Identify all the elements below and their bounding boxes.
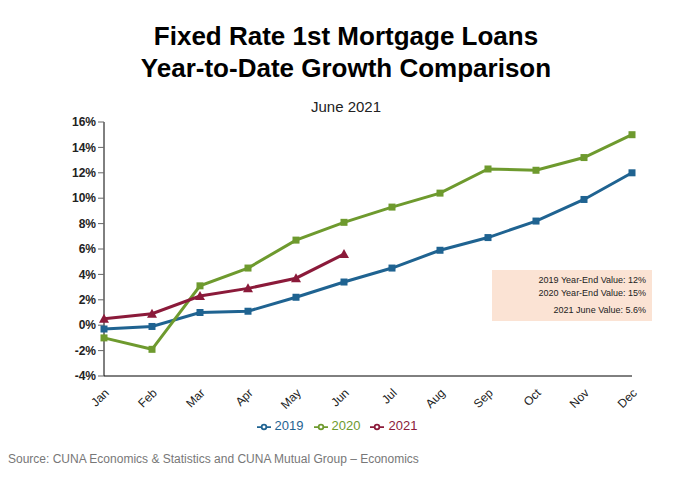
svg-text:16%: 16% bbox=[72, 115, 96, 129]
svg-text:2%: 2% bbox=[79, 293, 97, 307]
svg-text:Feb: Feb bbox=[135, 386, 160, 411]
svg-text:-4%: -4% bbox=[75, 369, 97, 383]
svg-text:Mar: Mar bbox=[183, 386, 208, 411]
svg-text:12%: 12% bbox=[72, 166, 96, 180]
svg-text:6%: 6% bbox=[79, 242, 97, 256]
svg-text:10%: 10% bbox=[72, 191, 96, 205]
html-text:June 2021: June 2021 bbox=[311, 98, 381, 115]
html-text:2020: 2020 bbox=[331, 418, 361, 433]
html-text:Fixed Rate 1st Mortgage Loans: Fixed Rate 1st Mortgage Loans bbox=[153, 21, 539, 51]
html-text:2019: 2019 bbox=[274, 418, 304, 433]
html-text:2019 Year-End Value: 12%: 2019 Year-End Value: 12% bbox=[538, 275, 646, 285]
svg-text:0%: 0% bbox=[79, 318, 97, 332]
html-text:2020 Year-End Value: 15%: 2020 Year-End Value: 15% bbox=[538, 288, 646, 298]
svg-text:Jun: Jun bbox=[328, 386, 352, 410]
svg-text:4%: 4% bbox=[79, 268, 97, 282]
svg-text:Jan: Jan bbox=[88, 386, 112, 410]
svg-text:Aug: Aug bbox=[423, 386, 448, 411]
svg-text:Nov: Nov bbox=[567, 386, 592, 411]
svg-text:14%: 14% bbox=[72, 141, 96, 155]
svg-text:8%: 8% bbox=[79, 217, 97, 231]
svg-text:May: May bbox=[278, 386, 304, 412]
html-text:Source: CUNA Economics & Stati: Source: CUNA Economics & Statistics and … bbox=[8, 452, 419, 466]
svg-text:Dec: Dec bbox=[615, 386, 640, 411]
html-text:Year-to-Date Growth Comparison: Year-to-Date Growth Comparison bbox=[140, 53, 552, 83]
html-text:2021 June Value: 5.6%: 2021 June Value: 5.6% bbox=[553, 305, 646, 315]
svg-text:Sep: Sep bbox=[471, 386, 496, 411]
svg-text:-2%: -2% bbox=[75, 344, 97, 358]
svg-text:Apr: Apr bbox=[233, 386, 256, 409]
svg-text:Jul: Jul bbox=[379, 386, 400, 407]
svg-text:Oct: Oct bbox=[521, 385, 545, 409]
html-text:2021: 2021 bbox=[388, 418, 418, 433]
